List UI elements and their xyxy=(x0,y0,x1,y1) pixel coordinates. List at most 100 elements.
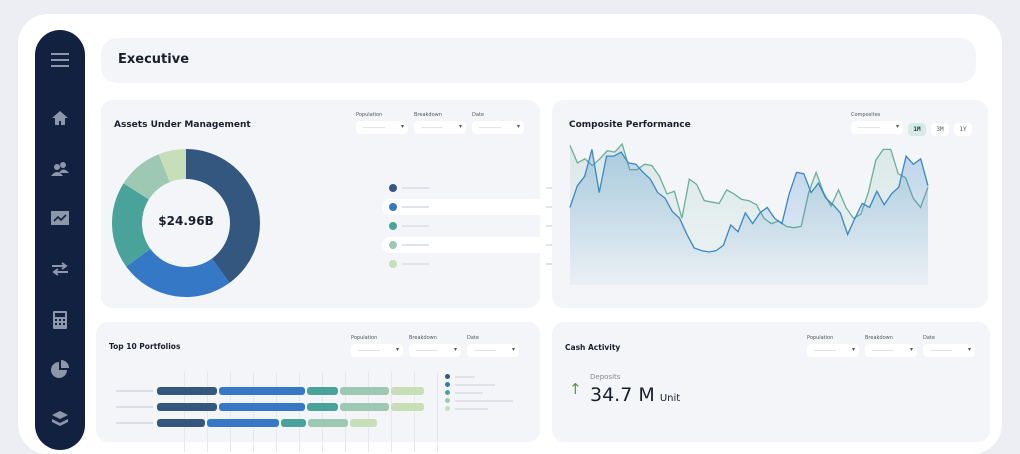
home-icon[interactable] xyxy=(50,108,70,128)
legend-placeholder xyxy=(455,384,495,386)
aum-total: $24.96B xyxy=(158,214,214,228)
gridline xyxy=(253,372,254,452)
population-select[interactable] xyxy=(351,344,403,357)
sidebar xyxy=(35,30,85,450)
placeholder-text xyxy=(402,225,429,227)
breakdown-select[interactable] xyxy=(414,121,466,134)
menu-icon[interactable] xyxy=(50,50,70,70)
bar-segment[interactable] xyxy=(391,387,424,395)
deposits-value: 34.7 M xyxy=(590,384,655,406)
bar-segment[interactable] xyxy=(157,387,217,395)
gridline xyxy=(184,372,185,452)
aum-donut-chart xyxy=(112,149,261,297)
filter-label: Date xyxy=(472,112,484,118)
cash-card: Cash Activity Population Breakdown Date … xyxy=(552,322,990,442)
series-line xyxy=(569,149,929,253)
legend-dot xyxy=(445,390,450,395)
chart-folder-icon[interactable] xyxy=(50,208,70,228)
pie-chart-icon[interactable] xyxy=(50,359,70,379)
legend-dot xyxy=(389,241,397,249)
range-1m-button[interactable]: 1M xyxy=(908,123,926,136)
breakdown-filter[interactable]: Breakdown xyxy=(409,335,461,357)
deposits-unit: Unit xyxy=(659,393,681,404)
bar-segment[interactable] xyxy=(307,403,338,411)
row-label-placeholder xyxy=(116,390,153,392)
bar-segment[interactable] xyxy=(207,419,279,427)
filter-label: Population xyxy=(351,335,378,341)
bar-segment[interactable] xyxy=(340,403,389,411)
date-select[interactable] xyxy=(923,344,975,357)
donut-slice[interactable] xyxy=(126,248,230,297)
gridline xyxy=(414,372,415,452)
cash-title: Cash Activity xyxy=(565,343,621,352)
date-select[interactable] xyxy=(472,121,524,134)
composites-select[interactable] xyxy=(851,121,903,134)
breakdown-filter[interactable]: Breakdown xyxy=(414,112,466,134)
gridline xyxy=(230,372,231,452)
date-filter[interactable]: Date xyxy=(923,335,975,357)
bar-segment[interactable] xyxy=(350,419,377,427)
bar-segment[interactable] xyxy=(281,419,306,427)
population-select[interactable] xyxy=(807,344,859,357)
bar-segment[interactable] xyxy=(340,387,389,395)
legend-dot xyxy=(389,203,397,211)
placeholder-text xyxy=(402,187,429,189)
gridline xyxy=(391,372,392,452)
transfer-icon[interactable] xyxy=(50,259,70,279)
filter-label: Breakdown xyxy=(409,335,437,341)
legend-dot xyxy=(445,398,450,403)
filter-label: Breakdown xyxy=(865,335,893,341)
donut-slice[interactable] xyxy=(123,154,170,200)
donut-slice[interactable] xyxy=(112,183,151,267)
row-label-placeholder xyxy=(116,406,153,408)
filter-label: Date xyxy=(923,335,935,341)
filter-label: Date xyxy=(467,335,479,341)
donut-slice[interactable] xyxy=(158,149,186,183)
legend-placeholder xyxy=(455,408,488,410)
calculator-icon[interactable] xyxy=(50,310,70,330)
bar-segment[interactable] xyxy=(219,403,305,411)
population-filter[interactable]: Population xyxy=(807,335,859,357)
date-filter[interactable]: Date xyxy=(472,112,524,134)
legend-dot xyxy=(445,382,450,387)
date-filter[interactable]: Date xyxy=(467,335,519,357)
gridline xyxy=(345,372,346,452)
composite-title: Composite Performance xyxy=(569,120,691,130)
range-1y-button[interactable]: 1Y xyxy=(954,123,972,136)
donut-slice[interactable] xyxy=(186,149,261,283)
users-icon[interactable] xyxy=(50,159,70,179)
gridline xyxy=(368,372,369,452)
date-select[interactable] xyxy=(467,344,519,357)
breakdown-filter[interactable]: Breakdown xyxy=(865,335,917,357)
composite-line-chart xyxy=(569,142,929,285)
range-3m-button[interactable]: 3M xyxy=(931,123,949,136)
deposits-amount: 34.7 M Unit xyxy=(590,384,680,406)
row-label-placeholder xyxy=(116,422,153,424)
population-select[interactable] xyxy=(356,121,408,134)
bar-segment[interactable] xyxy=(308,419,348,427)
breakdown-select[interactable] xyxy=(865,344,917,357)
population-filter[interactable]: Population xyxy=(356,112,408,134)
gridline xyxy=(207,372,208,452)
population-filter[interactable]: Population xyxy=(351,335,403,357)
filter-label: Composites xyxy=(851,112,881,118)
aum-title: Assets Under Management xyxy=(114,120,251,130)
layers-icon[interactable] xyxy=(50,408,70,428)
top10-card: Top 10 Portfolios Population Breakdown D… xyxy=(96,322,540,452)
page-title: Executive xyxy=(118,52,190,67)
series-area xyxy=(570,149,928,285)
deposits-label: Deposits xyxy=(590,373,621,381)
bar-segment[interactable] xyxy=(157,403,217,411)
legend-dot xyxy=(389,260,397,268)
bar-segment[interactable] xyxy=(391,403,424,411)
legend-placeholder xyxy=(455,376,475,378)
composites-filter[interactable]: Composites xyxy=(851,112,903,134)
filter-label: Breakdown xyxy=(414,112,442,118)
bar-segment[interactable] xyxy=(307,387,338,395)
legend-placeholder xyxy=(455,392,483,394)
breakdown-select[interactable] xyxy=(409,344,461,357)
arrow-up-icon: ↑ xyxy=(569,380,582,398)
bar-segment[interactable] xyxy=(219,387,305,395)
bar-segment[interactable] xyxy=(157,419,205,427)
gridline xyxy=(299,372,300,452)
